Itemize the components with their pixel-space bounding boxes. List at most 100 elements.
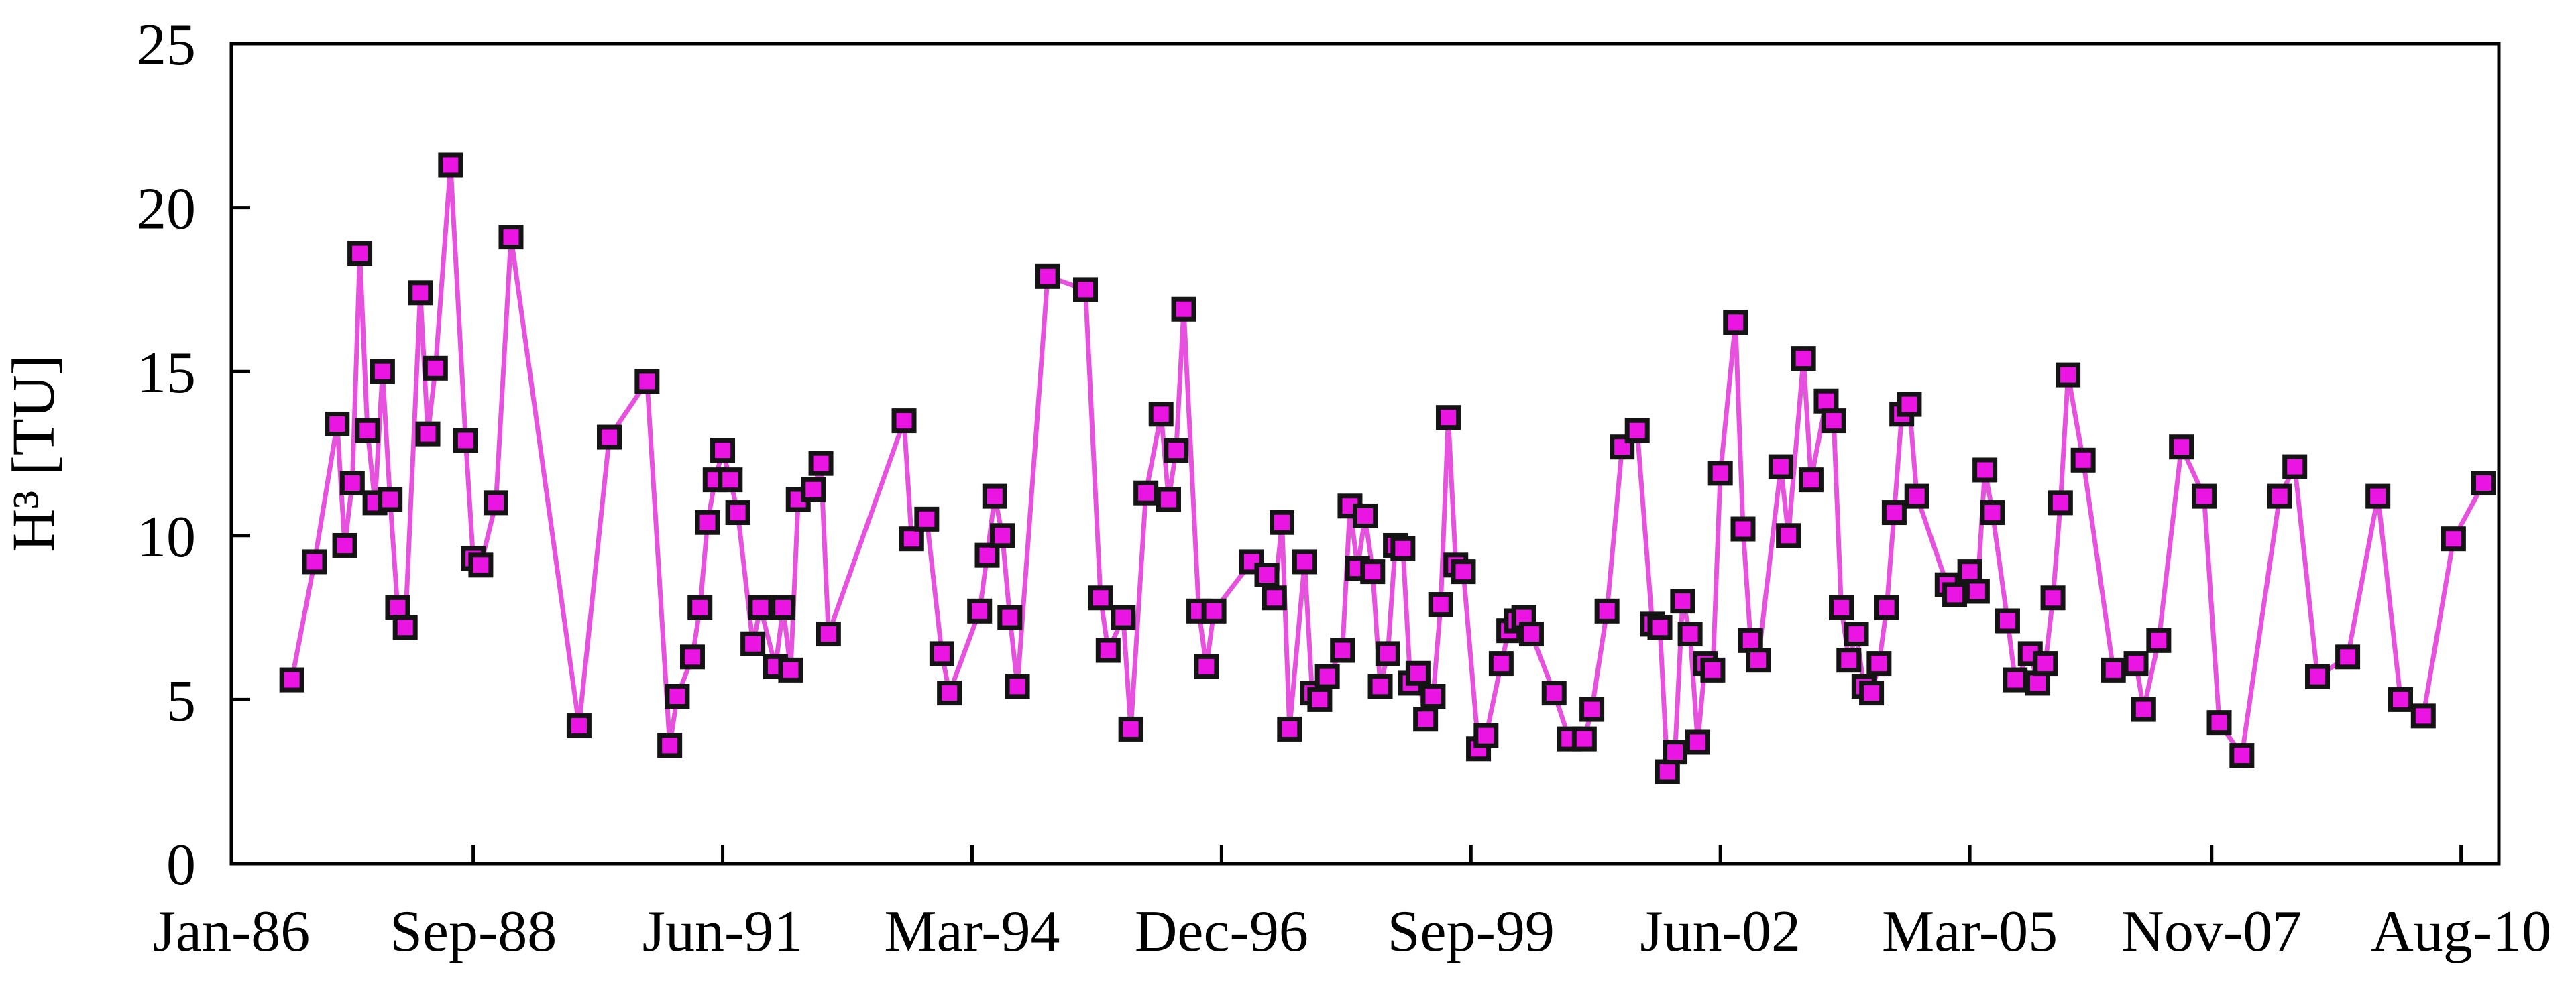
data-point-marker	[679, 644, 705, 670]
data-point-marker	[899, 526, 924, 552]
data-point-marker	[438, 152, 463, 178]
data-point-marker	[1730, 516, 1756, 542]
data-point-marker	[1791, 346, 1816, 371]
data-point-marker	[1647, 615, 1673, 640]
data-point-marker	[2123, 651, 2149, 677]
data-point-marker	[1307, 687, 1333, 712]
data-point-marker	[355, 418, 380, 443]
data-point-marker	[1579, 697, 1605, 722]
data-point-marker	[392, 615, 418, 640]
data-point-marker	[1723, 310, 1748, 335]
data-point-marker	[2388, 687, 2413, 712]
data-point-marker	[325, 411, 350, 436]
data-point-marker	[1133, 480, 1159, 506]
data-point-marker	[2305, 664, 2331, 689]
data-point-marker	[483, 490, 508, 516]
x-tick-label: Mar-05	[1882, 899, 2058, 964]
data-point-marker	[1836, 648, 1862, 673]
data-point-marker	[1768, 454, 1793, 479]
data-point-marker	[1035, 263, 1060, 289]
data-point-marker	[1821, 408, 1846, 434]
data-point-marker	[597, 424, 622, 450]
data-point-marker	[634, 369, 660, 394]
data-point-marker	[2131, 697, 2156, 722]
data-point-marker	[2229, 743, 2255, 768]
y-tick-label: 25	[137, 13, 196, 78]
data-point-marker	[1663, 740, 1688, 765]
data-point-marker	[1435, 405, 1461, 430]
data-point-marker	[1171, 296, 1196, 322]
x-tick-label: Sep-99	[1388, 899, 1555, 964]
data-point-marker	[2025, 670, 2051, 696]
data-point-marker	[929, 641, 954, 666]
data-point-marker	[423, 355, 448, 381]
data-point-marker	[891, 408, 917, 434]
data-point-marker	[2206, 710, 2232, 736]
data-point-marker	[1700, 657, 1726, 683]
data-point-marker	[1874, 595, 1899, 620]
data-point-marker	[771, 595, 796, 620]
data-point-marker	[2410, 703, 2436, 729]
data-point-marker	[816, 622, 841, 647]
data-point-marker	[1420, 684, 1446, 709]
data-point-marker	[370, 359, 395, 384]
data-point-marker	[1866, 651, 1892, 677]
data-point-marker	[1655, 759, 1680, 784]
data-point-marker	[1904, 483, 1929, 509]
data-point-marker	[385, 595, 410, 620]
y-axis-title: H³ [TU]	[1, 355, 67, 552]
data-point-marker	[332, 532, 357, 558]
data-point-marker	[1813, 388, 1839, 414]
y-tick-label: 10	[137, 505, 196, 570]
data-point-marker	[1254, 563, 1280, 588]
data-point-marker	[710, 438, 736, 463]
data-point-marker	[937, 681, 962, 706]
data-point-marker	[1292, 549, 1317, 575]
data-point-marker	[566, 713, 592, 739]
data-point-marker	[801, 477, 826, 502]
x-tick-label: Jun-91	[642, 899, 803, 964]
data-point-marker	[1164, 438, 1189, 463]
x-tick-label: Dec-96	[1135, 899, 1308, 964]
data-point-marker	[1428, 592, 1453, 618]
data-point-marker	[2040, 585, 2066, 611]
data-point-marker	[1156, 487, 1181, 512]
y-tick-label: 5	[166, 668, 196, 733]
data-point-marker	[1518, 622, 1544, 647]
data-point-marker	[748, 595, 773, 620]
data-point-marker	[974, 542, 1000, 568]
data-point-marker	[1005, 674, 1030, 699]
data-point-marker	[2335, 644, 2361, 670]
data-point-marker	[1972, 457, 1998, 483]
data-point-marker	[468, 552, 494, 578]
data-point-marker	[1685, 729, 1710, 755]
y-tick-label: 20	[137, 177, 196, 242]
data-point-marker	[2056, 362, 2081, 388]
data-point-marker	[2441, 526, 2466, 552]
data-point-marker	[1262, 585, 1287, 611]
data-point-marker	[1451, 559, 1476, 585]
data-point-marker	[302, 549, 327, 575]
data-point-marker	[1405, 660, 1431, 686]
data-point-marker	[1201, 598, 1227, 624]
data-point-marker	[1270, 510, 1295, 535]
data-point-marker	[1413, 707, 1439, 732]
data-point-marker	[1677, 622, 1703, 647]
data-point-marker	[2169, 434, 2194, 460]
data-point-marker	[1314, 664, 1340, 689]
data-point-marker	[1353, 503, 1378, 528]
data-point-marker	[2048, 490, 2073, 516]
plot-border	[229, 42, 2501, 866]
data-point-marker	[2267, 483, 2292, 509]
data-point-marker	[347, 241, 373, 266]
data-point-marker	[657, 733, 683, 758]
data-point-marker	[1390, 536, 1416, 561]
data-point-marker	[498, 225, 524, 250]
data-point-marker	[1859, 681, 1885, 706]
data-point-marker	[1624, 418, 1650, 443]
data-point-marker	[1942, 582, 1968, 607]
data-point-marker	[1594, 598, 1620, 624]
data-point-marker	[997, 605, 1023, 630]
data-point-marker	[1776, 523, 1801, 548]
